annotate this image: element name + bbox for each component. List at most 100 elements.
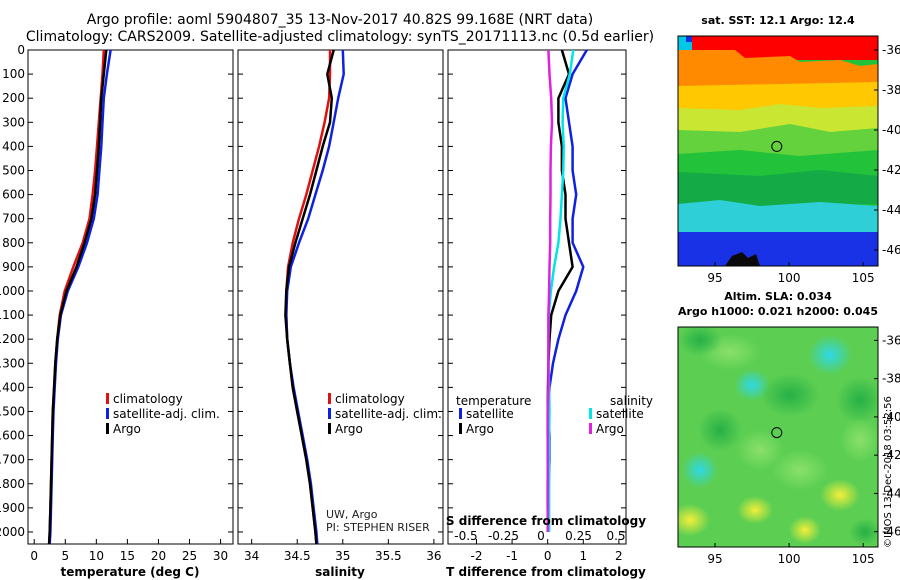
depth-tick-label: 100 (2, 67, 25, 81)
temperature-xlabel: temperature (deg C) (61, 565, 200, 579)
depth-tick-label: 1400 (0, 380, 25, 394)
series-line-temperature-satellite (546, 49, 588, 533)
legend-label-temp-satellite: satellite (466, 407, 514, 421)
depth-tick-label: 1900 (0, 501, 25, 515)
series-line-salinity-argo (546, 49, 554, 532)
map-y-tick-label: -42 (882, 448, 900, 462)
map-x-tick-label: 105 (852, 271, 875, 285)
legend-label-satellite: satellite-adj. clim. (335, 407, 442, 421)
series-line-argo (284, 49, 335, 545)
difference-legend: temperature salinity satellite Argo sate… (456, 394, 653, 436)
map-x-tick-label: 100 (778, 552, 801, 566)
map-y-tick-label: -42 (882, 163, 900, 177)
legend-title-salinity: salinity (610, 394, 653, 408)
x-tick-label: 34.5 (284, 549, 311, 563)
difference-panel: -2 -1 0 1 2 -0.5 -0.25 0 0.25 0.5 (454, 49, 626, 563)
x-tick-label: 10 (89, 549, 104, 563)
temperature-panel: 0 5 10 15 20 25 30 (30, 49, 228, 563)
depth-tick-label: 1200 (0, 332, 25, 346)
sla-map-title-line2: Argo h1000: 0.021 h2000: 0.045 (678, 305, 878, 318)
depth-tick-label: 1800 (0, 477, 25, 491)
sla-map (678, 327, 878, 547)
x-tick-label: 5 (61, 549, 69, 563)
legend-swatch-argo (106, 423, 109, 434)
legend-label-sal-satellite: satellite (596, 407, 644, 421)
map-x-tick-label: 105 (852, 552, 875, 566)
legend-swatch-argo (328, 423, 331, 434)
x-tick-label: 36 (426, 549, 441, 563)
salinity-panel: 34 34.5 35 35.5 36 (244, 49, 442, 563)
annotation-uw-argo: UW, Argo (326, 508, 378, 521)
sst-map-frame (677, 35, 879, 267)
depth-tick-label: 800 (2, 236, 25, 250)
annotation-pi: PI: STEPHEN RISER (326, 521, 430, 534)
legend-label-argo: Argo (113, 422, 141, 436)
x-tick-label: 15 (120, 549, 135, 563)
sla-map-axes: 95 100 105 -36 -38 -40 -42 -44 -46 (707, 333, 900, 566)
difference-xlabel-top: S difference from climatology (446, 514, 646, 528)
legend-swatch-climatology (106, 393, 109, 404)
legend-swatch-satellite (328, 408, 331, 419)
salinity-legend: climatology satellite-adj. clim. Argo UW… (326, 392, 442, 534)
map-y-tick-label: -46 (882, 525, 900, 539)
sst-map-title: sat. SST: 12.1 Argo: 12.4 (701, 14, 855, 27)
x-tick-label: 25 (182, 549, 197, 563)
legend-swatch-satellite (106, 408, 109, 419)
depth-tick-label: 1700 (0, 453, 25, 467)
sla-map-frame (677, 326, 879, 548)
map-y-tick-label: -40 (882, 123, 900, 137)
map-x-tick-label: 100 (778, 271, 801, 285)
sst-map (678, 36, 878, 266)
depth-tick-label: 1000 (0, 284, 25, 298)
x-tick-label: 0 (30, 549, 38, 563)
x-tick-label: -2 (470, 549, 482, 563)
sla-map-title-line1: Altim. SLA: 0.034 (724, 290, 832, 303)
legend-label-climatology: climatology (113, 392, 183, 406)
map-y-tick-label: -38 (882, 372, 900, 386)
temperature-legend: climatology satellite-adj. clim. Argo (106, 392, 220, 436)
salinity-panel-frame (237, 49, 444, 545)
map-y-tick-label: -46 (882, 243, 900, 257)
depth-tick-label: 1100 (0, 308, 25, 322)
x-tick-label: 30 (213, 549, 228, 563)
depth-axis: 0 100 200 300 400 500 600 700 800 900 1000 1100 1200… (0, 43, 626, 539)
depth-tick-label: 400 (2, 139, 25, 153)
imos-timestamp: ©IMOS 13-Dec-2018 03:52:56 (883, 396, 894, 548)
x-tick-label: 2 (615, 549, 623, 563)
sst-map-axes: 95 100 105 -36 -38 -40 -42 -44 -46 (707, 43, 900, 285)
map-y-tick-label: -40 (882, 410, 900, 424)
x-tick-label: 35.5 (375, 549, 402, 563)
map-x-tick-label: 95 (707, 552, 722, 566)
map-y-tick-label: -36 (882, 333, 900, 347)
x-tick-label: 0 (544, 549, 552, 563)
depth-tick-label: 200 (2, 91, 25, 105)
x-tick-label-top: -0.5 (454, 529, 477, 543)
x-tick-label: 20 (151, 549, 166, 563)
x-tick-label: 34 (244, 549, 259, 563)
legend-label-climatology: climatology (335, 392, 405, 406)
depth-tick-label: 300 (2, 115, 25, 129)
legend-swatch-temp-satellite (459, 408, 462, 419)
legend-title-temperature: temperature (456, 394, 531, 408)
depth-tick-label: 600 (2, 188, 25, 202)
map-y-tick-label: -38 (882, 83, 900, 97)
legend-label-satellite: satellite-adj. clim. (113, 407, 220, 421)
x-tick-label: 1 (579, 549, 587, 563)
map-x-tick-label: 95 (707, 271, 722, 285)
legend-label-argo: Argo (335, 422, 363, 436)
plot-title-line1: Argo profile: aoml 5904807_35 13-Nov-201… (86, 12, 594, 28)
series-line-argo (47, 49, 108, 545)
depth-tick-label: 1600 (0, 429, 25, 443)
depth-tick-label: 500 (2, 163, 25, 177)
plot-title-line2: Climatology: CARS2009. Satellite-adjuste… (25, 29, 655, 45)
difference-xlabel: T difference from climatology (446, 565, 646, 579)
temperature-panel-frame (27, 49, 234, 545)
legend-label-sal-argo: Argo (596, 422, 624, 436)
x-tick-label-top: -0.25 (488, 529, 519, 543)
x-tick-label: -1 (506, 549, 518, 563)
salinity-xlabel: salinity (315, 565, 365, 579)
argo-location-marker (771, 140, 783, 152)
map-y-tick-label: -44 (882, 486, 900, 500)
legend-swatch-sal-satellite (589, 408, 592, 419)
